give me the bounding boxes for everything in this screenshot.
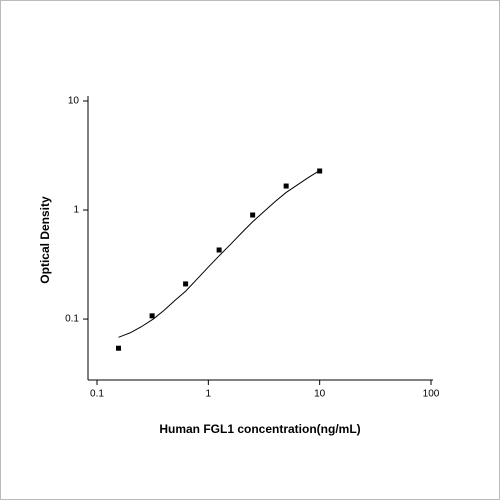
y-tick-label: 1 xyxy=(73,205,79,216)
data-point xyxy=(183,281,189,287)
fit-curve xyxy=(118,170,320,338)
x-tick-label: 0.1 xyxy=(90,389,104,400)
data-point xyxy=(250,212,256,218)
data-point xyxy=(317,168,323,174)
y-tick-label: 0.1 xyxy=(65,314,79,325)
data-point xyxy=(216,247,222,253)
x-tick-label: 1 xyxy=(206,389,212,400)
data-point xyxy=(283,183,289,189)
data-point xyxy=(149,313,155,319)
y-axis-title: Optical Density xyxy=(38,196,52,284)
y-tick-label: 10 xyxy=(68,96,80,107)
x-axis-title: Human FGL1 concentration(ng/mL) xyxy=(159,422,360,436)
x-tick-label: 10 xyxy=(314,389,326,400)
x-tick-label: 100 xyxy=(423,389,440,400)
data-point xyxy=(116,345,122,351)
